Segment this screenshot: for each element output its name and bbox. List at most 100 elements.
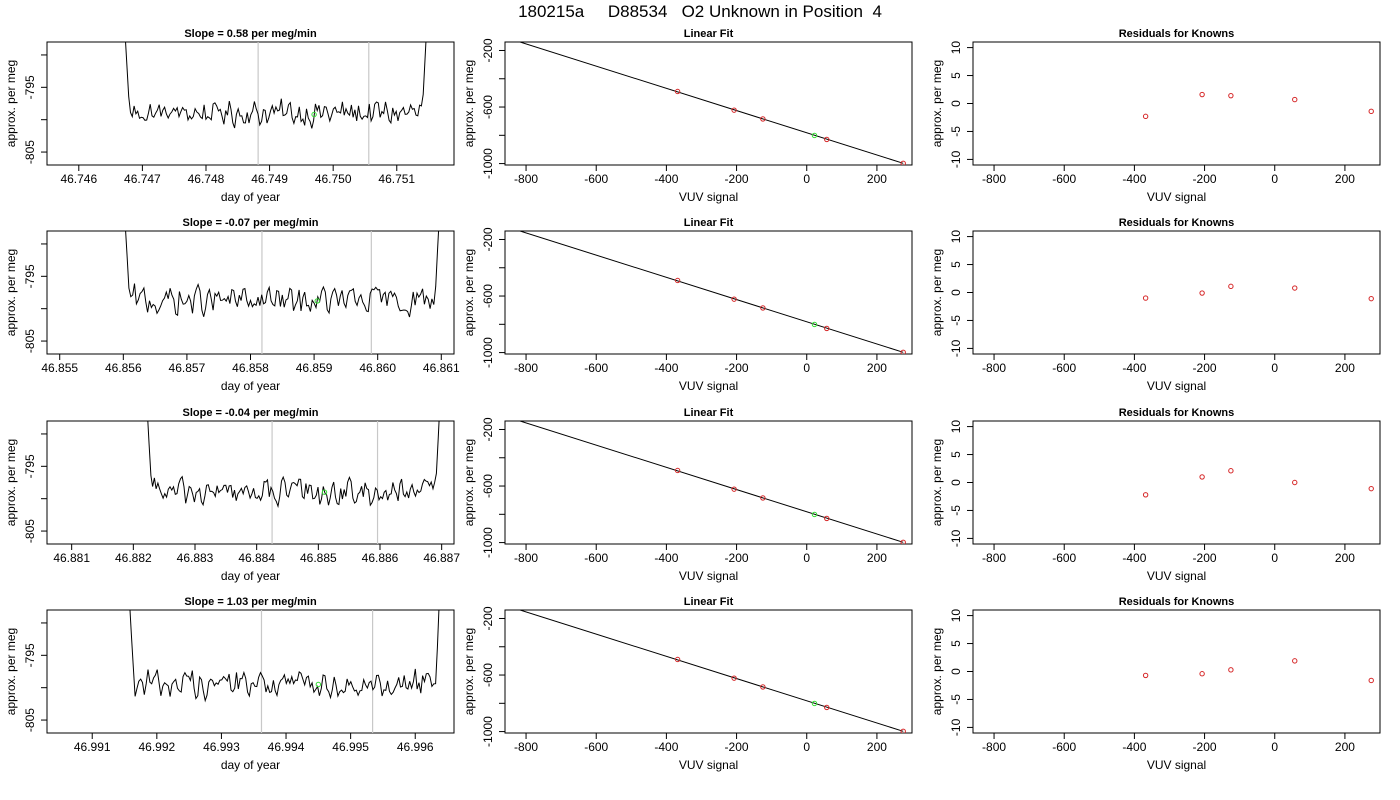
residual-point	[1292, 479, 1298, 486]
x-tick-label: -800	[514, 361, 538, 375]
y-axis-label: approx. per meg	[930, 60, 944, 147]
panel-residuals-row-2: Residuals for Knowns VUV signal approx. pe…	[930, 217, 1381, 393]
x-tick-label: 46.994	[268, 740, 305, 754]
x-tick-label: -400	[1122, 361, 1146, 375]
x-tick-label: -600	[1052, 361, 1076, 375]
x-tick-label: 0	[803, 361, 810, 375]
x-tick-label: 200	[1335, 551, 1355, 565]
x-tick-label: 46.748	[188, 172, 225, 186]
y-tick-label: 10	[949, 230, 963, 244]
x-tick-label: -800	[982, 361, 1006, 375]
y-axis-label: approx. per meg	[462, 439, 476, 526]
x-tick-label: 46.887	[423, 551, 460, 565]
known-point	[731, 486, 737, 492]
x-tick-label: 46.996	[397, 740, 434, 754]
x-axis-label: VUV signal	[679, 569, 738, 583]
unknown-point	[811, 132, 818, 139]
y-tick-label: -5	[949, 315, 963, 326]
panel-time-series-row-2: Slope = -0.07 per meg/min day of year appr…	[4, 217, 460, 393]
panel-time-series-row-4: Slope = 1.03 per meg/min day of year appro…	[4, 596, 455, 772]
x-tick-label: -400	[1122, 551, 1146, 565]
plot-data	[1142, 91, 1374, 120]
plot-frame	[504, 420, 913, 545]
residual-point	[1199, 91, 1205, 98]
y-tick-label: -600	[481, 284, 495, 308]
y-tick-label: -200	[481, 227, 495, 251]
x-tick-label: -400	[654, 551, 678, 565]
panel-residuals-row-3: Residuals for Knowns VUV signal approx. pe…	[930, 407, 1381, 583]
residual-point	[1228, 92, 1234, 99]
x-tick-label: 46.995	[332, 740, 369, 754]
y-tick-label: 5	[949, 451, 963, 458]
known-point	[900, 160, 906, 165]
panel-linear-fit-row-2: Linear Fit VUV signal approx. per meg -800 -…	[462, 217, 913, 393]
known-point	[760, 305, 766, 311]
x-tick-label: -800	[514, 551, 538, 565]
y-tick-label: -1000	[481, 527, 495, 558]
panel-residuals-row-4: Residuals for Knowns VUV signal approx. pe…	[930, 596, 1381, 772]
known-point	[824, 515, 830, 522]
panel-title: Residuals for Knowns	[1119, 596, 1235, 608]
panel-title: Linear Fit	[684, 28, 734, 40]
y-axis-label: approx. per meg	[4, 249, 18, 336]
x-tick-label: 46.886	[362, 551, 399, 565]
plot-data	[1142, 658, 1374, 684]
fit-line	[518, 231, 904, 353]
known-point	[900, 728, 906, 733]
y-tick-label: 0	[949, 100, 963, 107]
x-tick-label: 200	[867, 172, 887, 186]
unknown-point	[811, 321, 818, 328]
known-point	[824, 325, 830, 332]
panel-title: Residuals for Knowns	[1119, 217, 1235, 229]
known-point	[760, 684, 766, 690]
known-point	[731, 107, 737, 113]
plot-frame	[504, 230, 913, 355]
x-tick-label: 46.883	[177, 551, 214, 565]
x-tick-label: 46.751	[378, 172, 415, 186]
y-tick-label: -1000	[481, 148, 495, 179]
time-series-line	[147, 421, 440, 509]
x-axis-label: day of year	[221, 190, 280, 204]
y-axis-label: approx. per meg	[930, 249, 944, 336]
plot-data	[518, 421, 906, 544]
panel-title: Slope = -0.07 per meg/min	[182, 217, 318, 229]
y-axis-label: approx. per meg	[4, 628, 18, 715]
x-tick-label: 200	[1335, 172, 1355, 186]
plot-data	[147, 421, 440, 544]
y-axis-label: approx. per meg	[930, 439, 944, 526]
y-tick-label: -795	[23, 643, 37, 667]
panel-title: Slope = -0.04 per meg/min	[182, 407, 318, 419]
known-point	[731, 296, 737, 302]
residual-point	[1142, 295, 1149, 301]
y-tick-label: 0	[949, 479, 963, 486]
residual-point	[1292, 96, 1298, 103]
panel-time-series-row-1: Slope = 0.58 per meg/min day of year appro…	[4, 28, 455, 204]
y-tick-label: -795	[23, 454, 37, 478]
residual-point	[1368, 485, 1374, 492]
x-tick-label: 46.860	[359, 361, 396, 375]
residual-point	[1368, 295, 1374, 302]
plot-data	[129, 610, 440, 733]
x-tick-label: -400	[1122, 172, 1146, 186]
x-tick-label: 200	[867, 361, 887, 375]
x-tick-label: 0	[803, 172, 810, 186]
y-tick-label: -805	[23, 329, 37, 353]
plot-frame	[46, 420, 455, 545]
panel-title: Linear Fit	[684, 217, 734, 229]
x-tick-label: -800	[514, 172, 538, 186]
y-tick-label: -5	[949, 505, 963, 516]
y-tick-label: -200	[481, 38, 495, 62]
plot-frame	[46, 230, 455, 355]
x-tick-label: 200	[1335, 361, 1355, 375]
residual-point	[1228, 283, 1234, 290]
x-axis-label: VUV signal	[679, 758, 738, 772]
known-point	[900, 349, 906, 354]
residual-point	[1199, 474, 1205, 480]
x-tick-label: 46.857	[169, 361, 206, 375]
y-tick-label: -10	[949, 150, 963, 168]
fit-line	[518, 610, 904, 732]
x-tick-label: -800	[982, 740, 1006, 754]
y-tick-label: 5	[949, 640, 963, 647]
x-tick-label: -200	[1193, 551, 1217, 565]
x-tick-label: -800	[982, 172, 1006, 186]
